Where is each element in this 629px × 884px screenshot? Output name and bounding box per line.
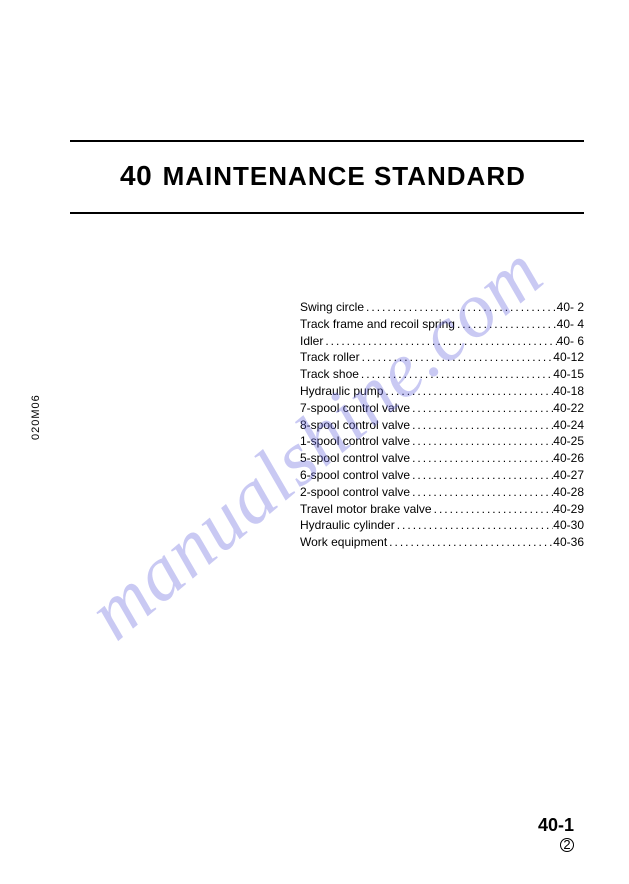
- toc-label: Hydraulic cylinder: [300, 517, 395, 534]
- toc-row: Track roller ...........................…: [300, 349, 584, 366]
- toc-leader-dots: ........................................…: [323, 333, 556, 350]
- toc-row: Track shoe .............................…: [300, 366, 584, 383]
- toc-leader-dots: ........................................…: [410, 450, 553, 467]
- toc-row: Hydraulic pump .........................…: [300, 383, 584, 400]
- toc-leader-dots: ........................................…: [410, 467, 553, 484]
- revision-number: 2: [560, 838, 574, 852]
- toc-leader-dots: ........................................…: [410, 484, 553, 501]
- toc-page-ref: 40-30: [553, 517, 584, 534]
- toc-page-ref: 40-26: [553, 450, 584, 467]
- toc-page-ref: 40- 2: [557, 299, 584, 316]
- toc-page-ref: 40-27: [553, 467, 584, 484]
- toc-label: Swing circle: [300, 299, 364, 316]
- toc-label: Hydraulic pump: [300, 383, 383, 400]
- toc-label: 8-spool control valve: [300, 417, 410, 434]
- toc-label: Track shoe: [300, 366, 359, 383]
- toc-row: Hydraulic cylinder .....................…: [300, 517, 584, 534]
- toc-page-ref: 40-12: [553, 349, 584, 366]
- chapter-number: 40: [120, 160, 152, 191]
- rule-bottom: [70, 212, 584, 214]
- page-container: manualshine.com 40 MAINTENANCE STANDARD …: [0, 0, 629, 884]
- toc-leader-dots: ........................................…: [410, 400, 553, 417]
- toc-label: 1-spool control valve: [300, 433, 410, 450]
- toc-row: Idler ..................................…: [300, 333, 584, 350]
- toc-row: Track frame and recoil spring ..........…: [300, 316, 584, 333]
- toc-leader-dots: ........................................…: [410, 417, 553, 434]
- toc-label: Track frame and recoil spring: [300, 316, 455, 333]
- toc-row: 6-spool control valve ..................…: [300, 467, 584, 484]
- toc-row: Work equipment .........................…: [300, 534, 584, 551]
- toc-leader-dots: ........................................…: [383, 383, 553, 400]
- toc-label: 5-spool control valve: [300, 450, 410, 467]
- toc-leader-dots: ........................................…: [364, 299, 557, 316]
- toc-leader-dots: ........................................…: [387, 534, 553, 551]
- toc-row: 5-spool control valve ..................…: [300, 450, 584, 467]
- toc-leader-dots: ........................................…: [410, 433, 553, 450]
- toc-row: Travel motor brake valve ...............…: [300, 501, 584, 518]
- toc-page-ref: 40-36: [553, 534, 584, 551]
- toc-page-ref: 40- 6: [557, 333, 584, 350]
- chapter-title: 40 MAINTENANCE STANDARD: [70, 160, 584, 192]
- toc-page-ref: 40-29: [553, 501, 584, 518]
- toc-page-ref: 40- 4: [557, 316, 584, 333]
- toc-page-ref: 40-22: [553, 400, 584, 417]
- toc-label: 2-spool control valve: [300, 484, 410, 501]
- toc-row: Swing circle ...........................…: [300, 299, 584, 316]
- toc-label: Idler: [300, 333, 323, 350]
- toc-label: Track roller: [300, 349, 360, 366]
- toc-page-ref: 40-28: [553, 484, 584, 501]
- toc-label: 6-spool control valve: [300, 467, 410, 484]
- toc-row: 2-spool control valve ..................…: [300, 484, 584, 501]
- toc-leader-dots: ........................................…: [359, 366, 553, 383]
- toc-leader-dots: ........................................…: [395, 517, 554, 534]
- toc-leader-dots: ........................................…: [360, 349, 554, 366]
- toc-label: 7-spool control valve: [300, 400, 410, 417]
- toc-page-ref: 40-15: [553, 366, 584, 383]
- table-of-contents: Swing circle ...........................…: [300, 299, 584, 551]
- toc-row: 8-spool control valve ..................…: [300, 417, 584, 434]
- toc-label: Work equipment: [300, 534, 387, 551]
- toc-page-ref: 40-25: [553, 433, 584, 450]
- toc-page-ref: 40-24: [553, 417, 584, 434]
- toc-label: Travel motor brake valve: [300, 501, 432, 518]
- chapter-heading: MAINTENANCE STANDARD: [163, 161, 526, 191]
- toc-row: 1-spool control valve ..................…: [300, 433, 584, 450]
- page-number: 40-1: [538, 815, 574, 836]
- toc-leader-dots: ........................................…: [455, 316, 557, 333]
- rule-top: [70, 140, 584, 142]
- toc-leader-dots: ........................................…: [432, 501, 554, 518]
- toc-row: 7-spool control valve ..................…: [300, 400, 584, 417]
- toc-page-ref: 40-18: [553, 383, 584, 400]
- document-code: 020M06: [30, 394, 42, 440]
- page-footer: 40-1 2: [538, 815, 574, 854]
